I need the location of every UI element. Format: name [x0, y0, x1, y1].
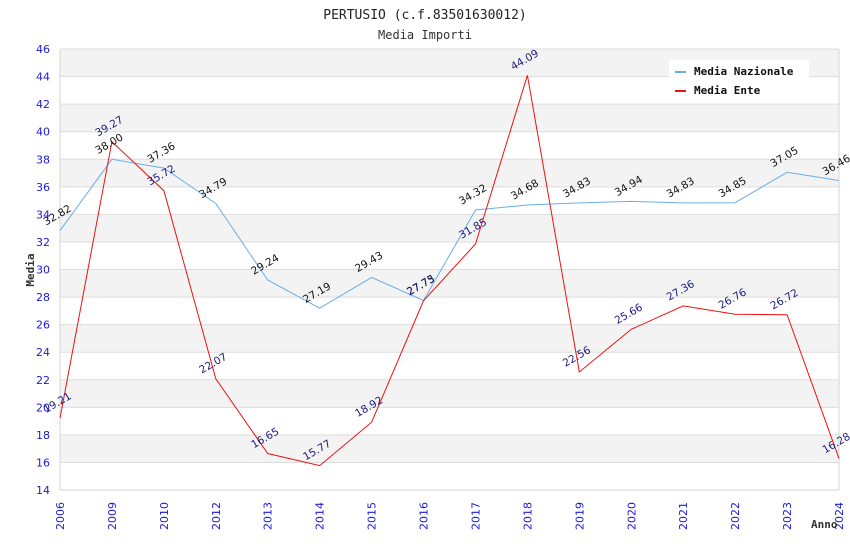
- chart-title: PERTUSIO (c.f.83501630012): [323, 8, 527, 23]
- grid-band: [60, 297, 839, 325]
- x-axis-label: Anno: [811, 518, 838, 531]
- y-axis-ticks: 14 16 18 20 22 24 26 28 30 32 34 36 38 40 42 44 46: [36, 43, 50, 497]
- series-lines: [59, 75, 840, 467]
- grid-band: [60, 379, 839, 408]
- y-tick-label: 18: [36, 429, 50, 442]
- x-tick-label: 2018: [521, 502, 534, 530]
- y-tick-label: 24: [36, 346, 50, 359]
- y-tick-label: 38: [36, 153, 50, 166]
- y-tick-label: 14: [36, 484, 50, 497]
- x-tick-label: 2014: [314, 502, 327, 530]
- chart-subtitle: Media Importi: [378, 28, 472, 42]
- grid-band: [60, 269, 839, 298]
- legend-background: [669, 60, 809, 102]
- x-tick-label: 2017: [469, 502, 482, 530]
- y-tick-label: 46: [36, 43, 50, 56]
- grid-band: [60, 186, 839, 215]
- grid-band: [60, 324, 839, 353]
- y-tick-label: 32: [36, 236, 50, 249]
- legend-swatch-ente: [675, 90, 686, 92]
- grid-band: [60, 214, 839, 242]
- x-tick-label: 2013: [262, 502, 275, 530]
- y-tick-label: 30: [36, 264, 50, 277]
- x-tick-label: 2006: [54, 502, 67, 530]
- grid-band: [60, 407, 839, 435]
- x-tick-label: 2023: [781, 502, 794, 530]
- gridlines: [59, 48, 840, 491]
- legend-label-ente: Media Ente: [694, 84, 761, 97]
- y-tick-label: 44: [36, 71, 50, 84]
- y-tick-label: 26: [36, 319, 50, 332]
- x-tick-label: 2020: [625, 502, 638, 530]
- grid-band: [60, 434, 839, 463]
- legend-swatch-nazionale: [675, 71, 686, 73]
- x-tick-label: 2010: [158, 502, 171, 530]
- series-line-media-ente: [59, 75, 840, 467]
- x-tick-label: 2021: [677, 502, 690, 530]
- x-tick-label: 2012: [210, 502, 223, 530]
- y-axis-label: Media: [24, 253, 37, 286]
- y-tick-label: 22: [36, 374, 50, 387]
- x-tick-label: 2022: [729, 502, 742, 530]
- grid-bands: [60, 49, 839, 490]
- x-tick-label: 2009: [106, 502, 119, 530]
- x-tick-label: 2015: [366, 502, 379, 530]
- grid-band: [60, 159, 839, 187]
- series-line-media-nazionale: [59, 158, 840, 309]
- grid-band: [60, 104, 839, 132]
- y-tick-label: 42: [36, 98, 50, 111]
- y-tick-label: 28: [36, 291, 50, 304]
- grid-band: [60, 462, 839, 490]
- grid-band: [60, 131, 839, 160]
- x-tick-label: 2016: [418, 502, 431, 530]
- y-tick-label: 40: [36, 126, 50, 139]
- x-tick-label: 2019: [573, 502, 586, 530]
- y-tick-label: 16: [36, 456, 50, 469]
- legend-label-nazionale: Media Nazionale: [694, 65, 794, 78]
- x-tick-label: 2024: [833, 502, 846, 530]
- x-axis-ticks: 2006 2009 2010 2012 2013 2014 2015 2016 2017 2018…: [54, 502, 846, 530]
- legend: Media Nazionale Media Ente: [669, 60, 809, 102]
- y-tick-label: 34: [36, 208, 50, 221]
- y-tick-label: 36: [36, 181, 50, 194]
- grid-band: [60, 352, 839, 380]
- y-tick-label: 20: [36, 401, 50, 414]
